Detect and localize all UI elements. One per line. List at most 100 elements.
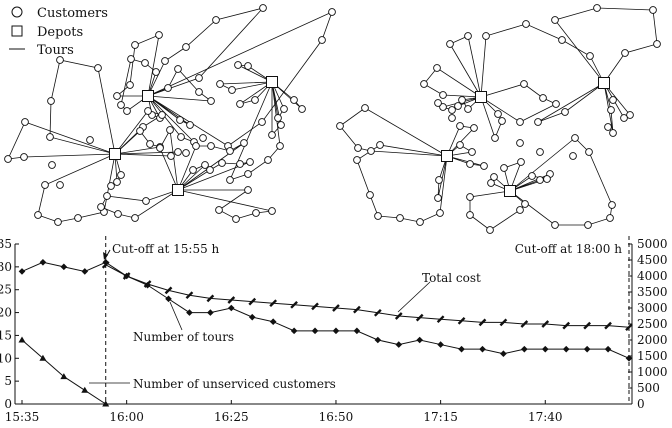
customer-node xyxy=(516,206,524,214)
customer-node xyxy=(448,106,456,114)
customer-node xyxy=(74,214,82,222)
tour-path xyxy=(147,95,191,126)
customer-node xyxy=(156,144,164,152)
customer-node xyxy=(113,92,121,100)
left-tick-label: 30 xyxy=(0,260,12,274)
tour-path xyxy=(480,23,605,98)
tour-path xyxy=(147,95,161,119)
customer-node xyxy=(434,194,442,202)
customer-node xyxy=(146,140,154,148)
tours-point xyxy=(500,350,507,358)
cost-point xyxy=(248,297,257,306)
customer-node xyxy=(207,142,215,150)
depot-node xyxy=(109,148,121,160)
customer-node xyxy=(161,57,169,65)
annotation-cut-off-15-55: Cut-off at 15:55 h xyxy=(112,242,220,256)
series-line xyxy=(21,339,106,405)
unserviced-point xyxy=(60,373,68,380)
customer-node xyxy=(482,32,490,40)
customer-node xyxy=(4,155,12,163)
customer-node xyxy=(176,116,184,124)
customer-node xyxy=(174,65,182,73)
tours-point xyxy=(479,345,486,353)
depot-node xyxy=(266,76,278,88)
customer-node xyxy=(226,147,234,155)
arrowhead-cut-off-15-55 xyxy=(103,252,108,260)
tour-path xyxy=(100,189,179,219)
annotation-cut-off-18-00: Cut-off at 18:00 h xyxy=(515,242,623,256)
customer-node xyxy=(367,147,375,155)
customer-node xyxy=(94,64,102,72)
customer-node xyxy=(470,124,478,132)
customer-node xyxy=(259,4,267,12)
customer-node xyxy=(226,176,234,184)
customer-node xyxy=(466,211,474,219)
customer-node xyxy=(336,122,344,130)
customer-node xyxy=(144,107,152,115)
tours-point xyxy=(562,345,570,353)
tour-path xyxy=(115,34,160,97)
customer-node xyxy=(516,118,524,126)
customer-node xyxy=(244,62,252,70)
tour-path xyxy=(339,107,448,157)
legend-customers-label: Customers xyxy=(37,6,108,21)
cost-point xyxy=(478,318,487,327)
customer-node xyxy=(34,211,42,219)
customer-node xyxy=(114,210,122,218)
left-tick-label: 20 xyxy=(0,306,12,320)
customer-node xyxy=(468,148,476,156)
right-tick-label: 2000 xyxy=(637,333,668,347)
customer-node xyxy=(454,102,462,110)
customer-node xyxy=(456,122,464,130)
label-unserviced-customers: Number of unserviced customers xyxy=(133,377,336,391)
depot-node xyxy=(598,77,610,89)
tours-point xyxy=(374,336,382,344)
tour-path xyxy=(271,81,303,110)
customer-node xyxy=(539,94,547,102)
unserviced-point xyxy=(102,400,110,407)
customer-node xyxy=(136,127,144,135)
customer-node xyxy=(558,36,566,44)
customer-node xyxy=(439,91,447,99)
customer-node xyxy=(277,121,285,129)
customer-node xyxy=(236,100,244,108)
customer-node xyxy=(434,99,442,107)
customer-node xyxy=(593,4,601,12)
tour-path xyxy=(449,35,482,98)
depot-node xyxy=(142,90,154,102)
customer-node xyxy=(215,206,223,214)
customer-node xyxy=(608,201,616,209)
tour-path xyxy=(271,81,282,137)
right-tick-label: 5000 xyxy=(637,237,668,251)
customer-node xyxy=(86,136,94,144)
customer-node xyxy=(186,121,194,129)
customer-node xyxy=(498,117,506,125)
tour-path xyxy=(177,164,206,191)
tour-path xyxy=(49,59,116,155)
customer-node xyxy=(517,158,525,166)
customer-node xyxy=(464,105,472,113)
customer-node xyxy=(276,142,284,150)
cost-point xyxy=(122,272,131,280)
customer-node xyxy=(606,214,614,222)
x-axis-ticks: 15:35 16:00 16:25 16:50 17:15 17:40 xyxy=(5,400,563,424)
tour-path xyxy=(159,128,179,191)
right-tick-label: 1500 xyxy=(637,349,668,363)
customer-node xyxy=(607,106,615,114)
tours-point xyxy=(248,313,256,321)
tour-path xyxy=(554,7,658,84)
customer-node xyxy=(361,104,369,112)
customer-node xyxy=(433,64,441,72)
tours-point xyxy=(395,341,403,348)
customer-node xyxy=(466,160,474,168)
tour-path xyxy=(446,144,474,157)
customer-node xyxy=(456,141,464,149)
customer-node xyxy=(126,81,134,89)
cost-point xyxy=(436,315,445,324)
tour-path xyxy=(114,151,179,157)
right-tick-label: 3500 xyxy=(637,285,668,299)
customer-node xyxy=(620,114,628,122)
cost-point xyxy=(604,321,612,330)
tour-path xyxy=(446,155,485,167)
